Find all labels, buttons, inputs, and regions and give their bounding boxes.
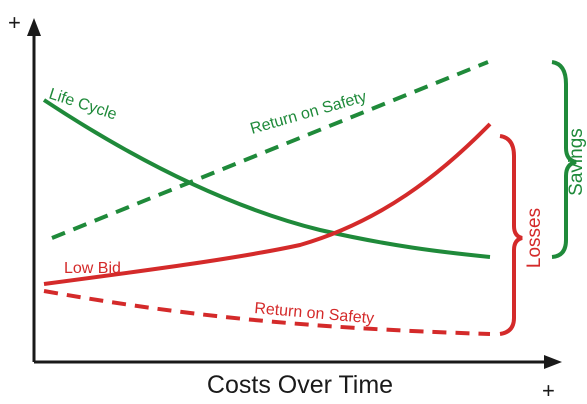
return-on-safety-red-line xyxy=(43,289,491,336)
curve-labels: Life Cycle Return on Safety Low Bid Retu… xyxy=(47,86,375,328)
life-cycle-label: Life Cycle xyxy=(47,86,119,124)
curves xyxy=(42,60,492,336)
low-bid-label: Low Bid xyxy=(64,260,121,277)
life-cycle-line xyxy=(42,98,491,259)
x-axis-arrow xyxy=(544,355,562,369)
savings-bracket xyxy=(551,60,577,259)
y-axis-arrow xyxy=(27,18,41,36)
low-bid-line xyxy=(43,122,492,286)
savings-bracket-group: Savings xyxy=(551,60,587,259)
losses-bracket xyxy=(499,134,523,336)
x-axis-label: Costs Over Time xyxy=(207,371,393,399)
return-on-safety-green-line xyxy=(51,60,489,240)
losses-bracket-group: Losses xyxy=(499,134,545,336)
losses-label: Losses xyxy=(524,208,545,268)
y-axis-plus: + xyxy=(8,10,21,35)
axes: + + Costs Over Time xyxy=(8,10,562,403)
x-axis-plus: + xyxy=(542,378,555,403)
savings-label: Savings xyxy=(566,128,587,196)
return-on-safety-green-label: Return on Safety xyxy=(248,88,368,137)
